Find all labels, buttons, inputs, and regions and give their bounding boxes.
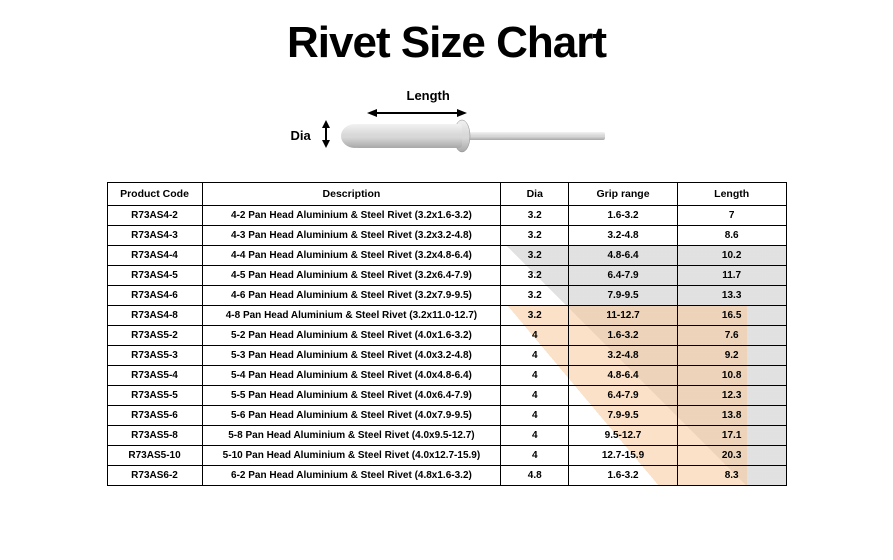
table-cell: 17.1	[677, 426, 786, 446]
table-cell: R73AS5-10	[107, 446, 202, 466]
table-cell: 3.2-4.8	[569, 346, 678, 366]
table-cell: 4-2 Pan Head Aluminium & Steel Rivet (3.…	[202, 206, 501, 226]
col-product-code: Product Code	[107, 183, 202, 206]
page-title: Rivet Size Chart	[0, 18, 893, 68]
table-cell: 5-10 Pan Head Aluminium & Steel Rivet (4…	[202, 446, 501, 466]
table-row: R73AS5-85-8 Pan Head Aluminium & Steel R…	[107, 426, 786, 446]
table-cell: 4	[501, 346, 569, 366]
table-row: R73AS5-45-4 Pan Head Aluminium & Steel R…	[107, 366, 786, 386]
col-grip-range: Grip range	[569, 183, 678, 206]
table-row: R73AS5-105-10 Pan Head Aluminium & Steel…	[107, 446, 786, 466]
col-dia: Dia	[501, 183, 569, 206]
table-cell: 1.6-3.2	[569, 326, 678, 346]
table-cell: 4	[501, 386, 569, 406]
table-cell: 12.7-15.9	[569, 446, 678, 466]
table-cell: R73AS4-8	[107, 306, 202, 326]
table-cell: 3.2	[501, 286, 569, 306]
table-row: R73AS6-26-2 Pan Head Aluminium & Steel R…	[107, 466, 786, 486]
table-cell: 8.3	[677, 466, 786, 486]
table-cell: 4	[501, 326, 569, 346]
table-cell: R73AS4-4	[107, 246, 202, 266]
table-cell: 3.2	[501, 206, 569, 226]
table-row: R73AS5-35-3 Pan Head Aluminium & Steel R…	[107, 346, 786, 366]
table-cell: 3.2	[501, 226, 569, 246]
table-cell: 4.8-6.4	[569, 366, 678, 386]
table-cell: 16.5	[677, 306, 786, 326]
table-cell: 12.3	[677, 386, 786, 406]
table-cell: R73AS5-6	[107, 406, 202, 426]
table-cell: 5-2 Pan Head Aluminium & Steel Rivet (4.…	[202, 326, 501, 346]
col-description: Description	[202, 183, 501, 206]
table-cell: 3.2	[501, 246, 569, 266]
table-row: R73AS4-44-4 Pan Head Aluminium & Steel R…	[107, 246, 786, 266]
table-cell: 1.6-3.2	[569, 466, 678, 486]
table-cell: 4.8-6.4	[569, 246, 678, 266]
table-cell: 10.8	[677, 366, 786, 386]
table-cell: 3.2	[501, 306, 569, 326]
table-cell: 5-8 Pan Head Aluminium & Steel Rivet (4.…	[202, 426, 501, 446]
table-cell: R73AS5-3	[107, 346, 202, 366]
table-cell: 5-3 Pan Head Aluminium & Steel Rivet (4.…	[202, 346, 501, 366]
table-cell: 6.4-7.9	[569, 266, 678, 286]
table-cell: 20.3	[677, 446, 786, 466]
table-cell: 6-2 Pan Head Aluminium & Steel Rivet (4.…	[202, 466, 501, 486]
table-cell: 3.2-4.8	[569, 226, 678, 246]
size-table-container: Product Code Description Dia Grip range …	[107, 182, 787, 486]
table-cell: 3.2	[501, 266, 569, 286]
table-row: R73AS5-55-5 Pan Head Aluminium & Steel R…	[107, 386, 786, 406]
table-cell: 9.5-12.7	[569, 426, 678, 446]
table-cell: R73AS6-2	[107, 466, 202, 486]
table-cell: 11.7	[677, 266, 786, 286]
table-row: R73AS4-84-8 Pan Head Aluminium & Steel R…	[107, 306, 786, 326]
table-cell: R73AS4-2	[107, 206, 202, 226]
table-cell: 4.8	[501, 466, 569, 486]
table-header-row: Product Code Description Dia Grip range …	[107, 183, 786, 206]
length-label: Length	[407, 88, 450, 103]
col-length: Length	[677, 183, 786, 206]
table-row: R73AS4-34-3 Pan Head Aluminium & Steel R…	[107, 226, 786, 246]
table-row: R73AS5-65-6 Pan Head Aluminium & Steel R…	[107, 406, 786, 426]
table-cell: 4-3 Pan Head Aluminium & Steel Rivet (3.…	[202, 226, 501, 246]
table-cell: 4-5 Pan Head Aluminium & Steel Rivet (3.…	[202, 266, 501, 286]
table-cell: 4-8 Pan Head Aluminium & Steel Rivet (3.…	[202, 306, 501, 326]
table-cell: R73AS4-3	[107, 226, 202, 246]
table-cell: 5-5 Pan Head Aluminium & Steel Rivet (4.…	[202, 386, 501, 406]
dia-arrow-icon	[321, 120, 331, 148]
table-row: R73AS5-25-2 Pan Head Aluminium & Steel R…	[107, 326, 786, 346]
table-cell: 1.6-3.2	[569, 206, 678, 226]
table-cell: 5-4 Pan Head Aluminium & Steel Rivet (4.…	[202, 366, 501, 386]
table-cell: 13.3	[677, 286, 786, 306]
table-cell: 9.2	[677, 346, 786, 366]
table-cell: 4-6 Pan Head Aluminium & Steel Rivet (3.…	[202, 286, 501, 306]
table-cell: 4	[501, 406, 569, 426]
table-cell: 4	[501, 426, 569, 446]
table-cell: 8.6	[677, 226, 786, 246]
table-cell: R73AS5-2	[107, 326, 202, 346]
table-row: R73AS4-24-2 Pan Head Aluminium & Steel R…	[107, 206, 786, 226]
dia-label: Dia	[291, 128, 311, 143]
table-cell: 6.4-7.9	[569, 386, 678, 406]
table-cell: 10.2	[677, 246, 786, 266]
table-cell: R73AS4-5	[107, 266, 202, 286]
table-cell: 7	[677, 206, 786, 226]
table-cell: R73AS5-4	[107, 366, 202, 386]
size-table: Product Code Description Dia Grip range …	[107, 182, 787, 486]
table-cell: 13.8	[677, 406, 786, 426]
table-cell: R73AS4-6	[107, 286, 202, 306]
table-cell: R73AS5-5	[107, 386, 202, 406]
rivet-diagram: Length Dia	[287, 88, 607, 168]
table-cell: 7.9-9.5	[569, 406, 678, 426]
table-cell: 7.6	[677, 326, 786, 346]
table-cell: 11-12.7	[569, 306, 678, 326]
table-row: R73AS4-54-5 Pan Head Aluminium & Steel R…	[107, 266, 786, 286]
table-cell: 7.9-9.5	[569, 286, 678, 306]
table-row: R73AS4-64-6 Pan Head Aluminium & Steel R…	[107, 286, 786, 306]
table-cell: 4	[501, 366, 569, 386]
rivet-icon	[337, 116, 607, 156]
table-cell: 4-4 Pan Head Aluminium & Steel Rivet (3.…	[202, 246, 501, 266]
table-cell: 4	[501, 446, 569, 466]
table-cell: R73AS5-8	[107, 426, 202, 446]
table-cell: 5-6 Pan Head Aluminium & Steel Rivet (4.…	[202, 406, 501, 426]
